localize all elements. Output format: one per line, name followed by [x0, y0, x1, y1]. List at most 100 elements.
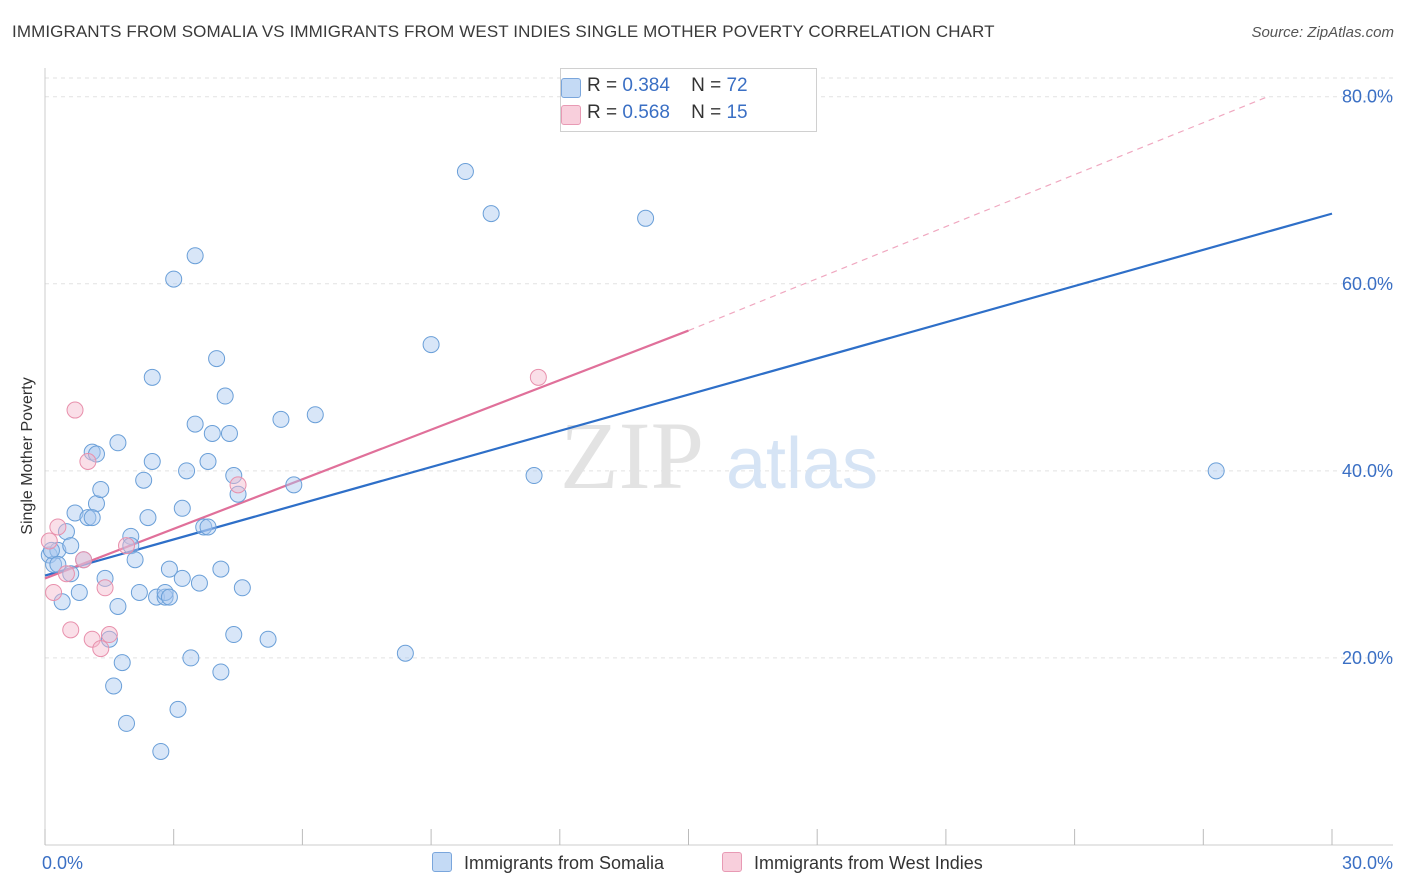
- legend-n-label: N =: [691, 102, 722, 123]
- somalia-point: [130, 583, 148, 601]
- west-indies-point: [45, 583, 63, 601]
- somalia-point: [199, 453, 217, 470]
- somalia-point: [118, 714, 136, 732]
- somalia-point: [195, 518, 213, 536]
- legend-row-west-indies: R = 0.568 N = 15: [561, 102, 748, 125]
- legend-swatch-somalia: [561, 78, 581, 98]
- somalia-point: [92, 481, 110, 499]
- somalia-point: [173, 569, 191, 587]
- west-indies-point: [92, 640, 110, 658]
- west-indies-point: [66, 401, 84, 419]
- west-indies-point: [75, 551, 93, 569]
- legend-n-value-somalia: 72: [726, 75, 748, 96]
- somalia-point: [456, 163, 474, 181]
- somalia-point: [79, 509, 97, 527]
- somalia-point: [396, 644, 414, 662]
- somalia-point: [109, 434, 127, 452]
- legend-r-value-west-indies: 0.568: [622, 102, 670, 123]
- west-indies-point: [118, 537, 136, 555]
- somalia-trend-line: [44, 212, 1333, 577]
- somalia-point: [57, 523, 75, 541]
- somalia-point: [62, 565, 80, 583]
- somalia-point: [49, 555, 67, 573]
- west-indies-point: [100, 626, 118, 644]
- somalia-point: [199, 518, 217, 536]
- somalia-point: [96, 569, 114, 587]
- somalia-point: [143, 368, 161, 386]
- y-tick-label: 40.0%: [1342, 461, 1393, 481]
- somalia-point: [165, 270, 183, 288]
- somalia-point: [203, 424, 221, 442]
- somalia-point: [173, 499, 191, 517]
- tick-labels: 20.0% 40.0% 60.0% 80.0% 0.0% 30.0%: [42, 87, 1393, 873]
- somalia-point: [156, 588, 174, 606]
- trend-lines: [44, 96, 1333, 580]
- bottom-legend-label-somalia: Immigrants from Somalia: [464, 853, 665, 873]
- somalia-point: [229, 485, 247, 503]
- somalia-point: [216, 387, 234, 405]
- x-tick-label: 0.0%: [42, 853, 83, 873]
- somalia-point: [1207, 462, 1225, 480]
- legend-r-label: R =: [587, 75, 618, 96]
- y-tick-label: 60.0%: [1342, 274, 1393, 294]
- bottom-legend-somalia: Immigrants from Somalia: [432, 852, 664, 874]
- somalia-point: [225, 626, 243, 644]
- somalia-point: [285, 476, 303, 494]
- somalia-point: [53, 593, 71, 611]
- legend-r-value-somalia: 0.384: [622, 75, 670, 96]
- bottom-legend-swatch-somalia: [432, 852, 452, 872]
- somalia-point: [186, 247, 204, 265]
- somalia-point: [105, 677, 123, 695]
- west-indies-point: [96, 579, 114, 597]
- somalia-point: [212, 663, 230, 681]
- somalia-point: [109, 597, 127, 615]
- x-tick-label: 30.0%: [1342, 853, 1393, 873]
- legend-n-value-west-indies: 15: [726, 102, 748, 123]
- somalia-point: [113, 654, 131, 672]
- somalia-point: [62, 537, 80, 555]
- somalia-point: [272, 410, 290, 428]
- bottom-legend-swatch-west-indies: [722, 852, 742, 872]
- somalia-point: [143, 453, 161, 470]
- somalia-point: [160, 588, 178, 606]
- somalia-point: [148, 588, 166, 606]
- somalia-point: [186, 415, 204, 433]
- watermark: ZIP atlas: [560, 402, 878, 509]
- west-indies-point: [529, 368, 547, 386]
- legend-row-somalia: R = 0.384 N = 72: [561, 75, 748, 98]
- somalia-point: [178, 462, 196, 480]
- somalia-point: [190, 574, 208, 592]
- somalia-point: [152, 742, 170, 760]
- bottom-legend-west-indies: Immigrants from West Indies: [722, 852, 983, 874]
- bottom-legend-label-west-indies: Immigrants from West Indies: [754, 853, 983, 873]
- somalia-point: [122, 537, 140, 555]
- somalia-point: [422, 336, 440, 354]
- watermark-atlas: atlas: [726, 424, 878, 504]
- somalia-point: [139, 509, 157, 527]
- axes: [44, 68, 1393, 846]
- somalia-point: [40, 546, 58, 564]
- somalia-point: [87, 495, 105, 513]
- somalia-point: [45, 555, 63, 573]
- legend-n-label: N =: [691, 75, 722, 96]
- west-indies-trend-extension: [688, 96, 1268, 332]
- y-tick-label: 20.0%: [1342, 648, 1393, 668]
- west-indies-point: [49, 518, 67, 536]
- west-indies-point: [62, 621, 80, 639]
- west-indies-trend-line: [44, 329, 689, 580]
- data-points: [40, 163, 1225, 760]
- chart-title: IMMIGRANTS FROM SOMALIA VS IMMIGRANTS FR…: [12, 22, 995, 41]
- somalia-point: [212, 560, 230, 578]
- somalia-point: [160, 560, 178, 578]
- somalia-point: [233, 579, 251, 597]
- somalia-point: [83, 509, 101, 527]
- legend: R = 0.384 N = 72 R = 0.568 N = 15: [560, 68, 817, 132]
- somalia-point: [259, 630, 277, 648]
- y-tick-label: 80.0%: [1342, 87, 1393, 107]
- somalia-point: [182, 649, 200, 667]
- somalia-point: [169, 700, 187, 718]
- source-label: Source: ZipAtlas.com: [1251, 24, 1394, 41]
- west-indies-point: [229, 476, 247, 494]
- watermark-zip: ZIP: [560, 402, 704, 509]
